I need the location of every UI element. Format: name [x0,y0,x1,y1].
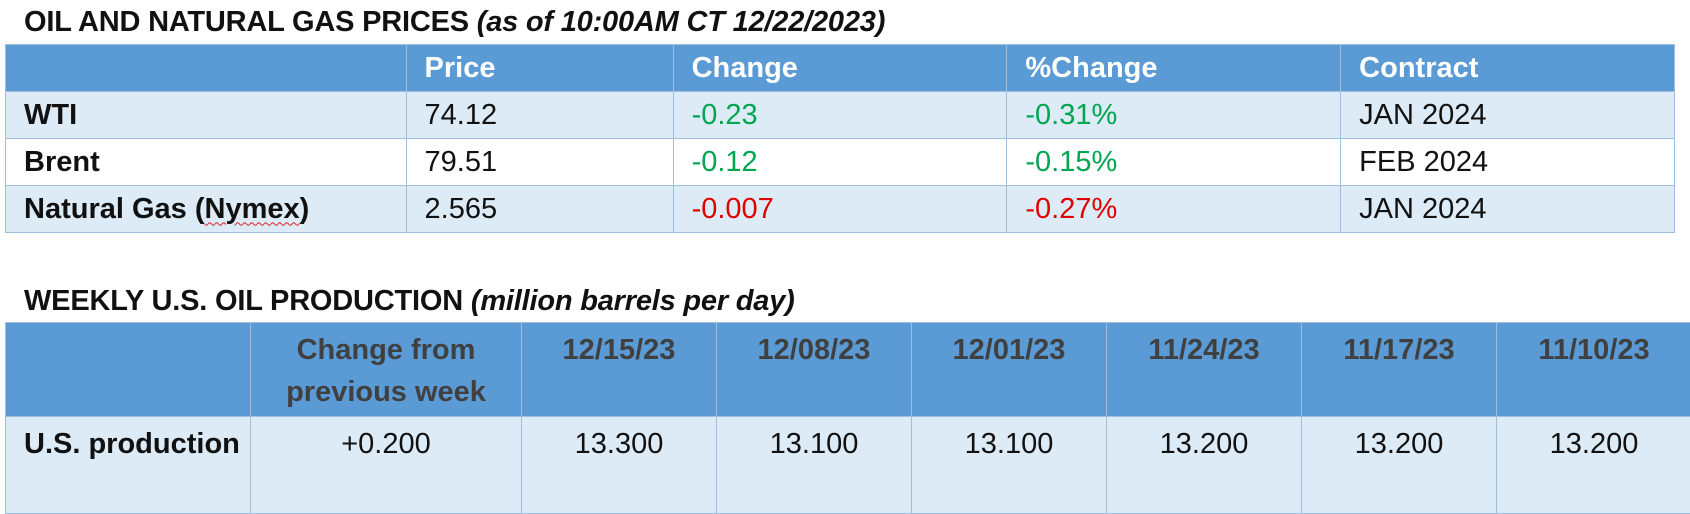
production-title-main: WEEKLY U.S. OIL PRODUCTION [24,285,463,317]
table-row: Natural Gas (Nymex) 2.565 -0.007 -0.27% … [6,186,1675,233]
production-value-cell: 13.100 [912,417,1107,514]
commodity-name-post: ) [300,193,310,225]
prices-title: OIL AND NATURAL GAS PRICES (as of 10:00A… [24,4,885,40]
commodity-name: WTI [6,92,407,139]
header-week-date: 12/15/23 [522,323,717,417]
change-cell: -0.007 [673,186,1007,233]
spellcheck-word: Nymex [205,193,300,225]
table-row: WTI 74.12 -0.23 -0.31% JAN 2024 [6,92,1675,139]
header-price: Price [406,45,673,92]
header-change-from-previous: Change from previous week [251,323,522,417]
header-week-date: 12/01/23 [912,323,1107,417]
prices-title-date: (as of 10:00AM CT 12/22/2023) [477,6,885,38]
prices-title-main: OIL AND NATURAL GAS PRICES [24,6,469,38]
contract-cell: JAN 2024 [1341,186,1675,233]
production-value-cell: 13.300 [522,417,717,514]
commodity-name: Brent [6,139,407,186]
commodity-name-pre: Natural Gas ( [24,193,205,225]
contract-cell: JAN 2024 [1341,92,1675,139]
header-week-date: 11/17/23 [1302,323,1497,417]
pct-change-cell: -0.15% [1007,139,1341,186]
commodity-name: Natural Gas (Nymex) [6,186,407,233]
production-row-label: U.S. production [6,417,251,514]
table-row: U.S. production +0.200 13.300 13.100 13.… [6,417,1690,514]
prices-header-row: Price Change %Change Contract [6,45,1675,92]
price-cell: 79.51 [406,139,673,186]
price-cell: 2.565 [406,186,673,233]
production-header-row: Change from previous week 12/15/23 12/08… [6,323,1690,417]
header-blank [6,323,251,417]
production-title: WEEKLY U.S. OIL PRODUCTION (million barr… [24,283,795,319]
change-cell: -0.23 [673,92,1007,139]
production-value-cell: 13.200 [1107,417,1302,514]
table-row: Brent 79.51 -0.12 -0.15% FEB 2024 [6,139,1675,186]
header-change: Change [673,45,1007,92]
header-contract: Contract [1341,45,1675,92]
production-title-units: (million barrels per day) [471,285,795,317]
header-week-date: 11/10/23 [1497,323,1690,417]
price-cell: 74.12 [406,92,673,139]
change-cell: -0.12 [673,139,1007,186]
header-blank [6,45,407,92]
production-value-cell: 13.100 [717,417,912,514]
contract-cell: FEB 2024 [1341,139,1675,186]
pct-change-cell: -0.27% [1007,186,1341,233]
header-pct-change: %Change [1007,45,1341,92]
pct-change-cell: -0.31% [1007,92,1341,139]
production-value-cell: 13.200 [1302,417,1497,514]
production-table: Change from previous week 12/15/23 12/08… [5,322,1690,514]
production-value-cell: 13.200 [1497,417,1690,514]
prices-table: Price Change %Change Contract WTI 74.12 … [5,44,1675,233]
header-week-date: 12/08/23 [717,323,912,417]
header-week-date: 11/24/23 [1107,323,1302,417]
weekly-change-cell: +0.200 [251,417,522,514]
